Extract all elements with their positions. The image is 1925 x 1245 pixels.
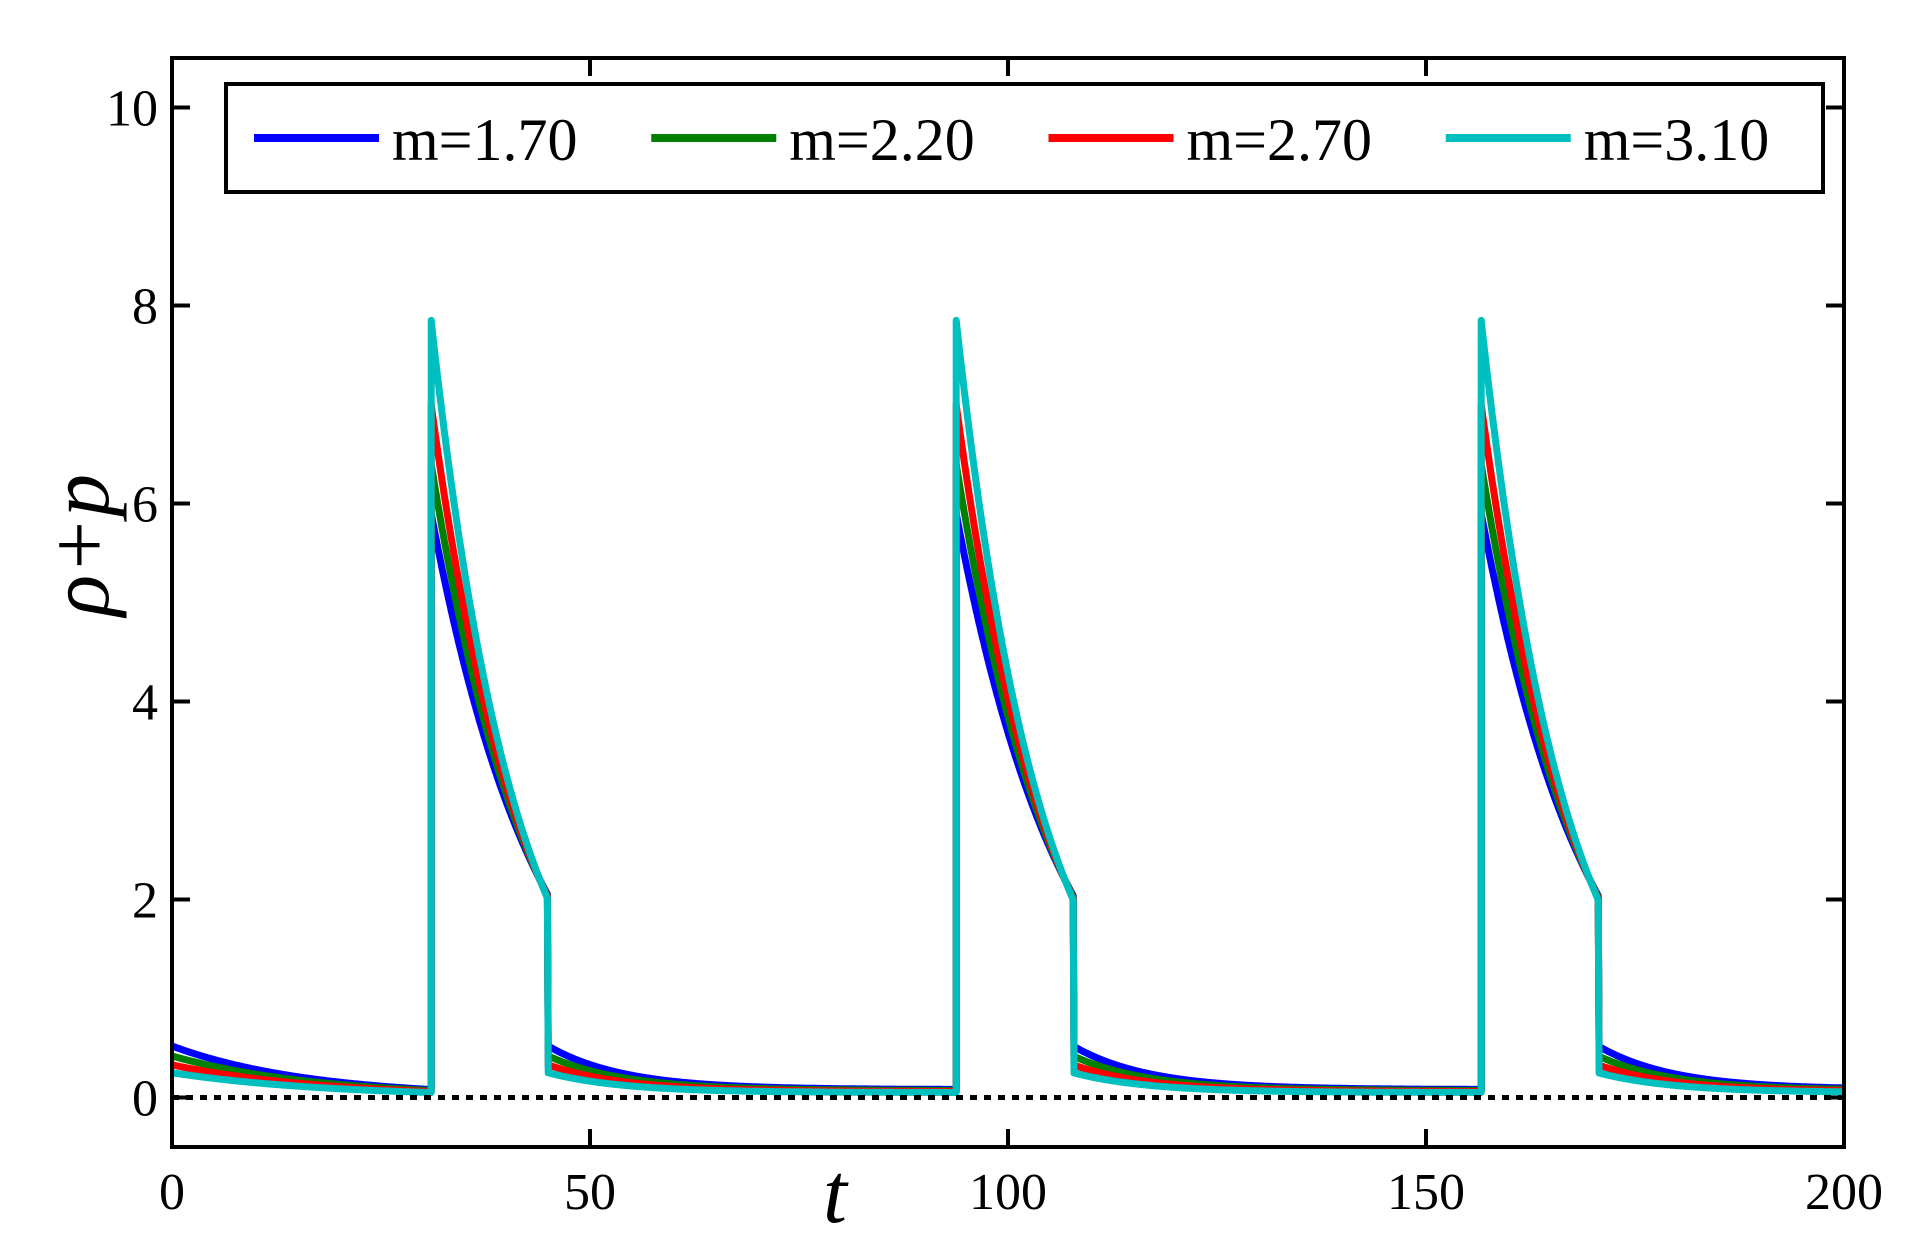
x-tick-label: 0 — [159, 1164, 185, 1221]
y-tick-label: 4 — [132, 675, 158, 732]
series-layer — [169, 316, 1847, 1096]
ticks-layer: 0 50 100 150 200 0 2 4 6 8 10 — [106, 58, 1883, 1221]
x-tick-label: 50 — [564, 1164, 616, 1221]
y-tick-label: 0 — [132, 1071, 158, 1128]
legend-label-2: m=2.20 — [789, 107, 975, 173]
legend-label-4: m=3.10 — [1584, 107, 1770, 173]
y-axis-label: ρ+p — [31, 474, 127, 619]
legend-label-1: m=1.70 — [392, 107, 578, 173]
y-tick-label: 8 — [132, 279, 158, 336]
legend-label-3: m=2.70 — [1187, 107, 1373, 173]
y-tick-label: 10 — [106, 81, 158, 138]
y-tick-label: 6 — [132, 477, 158, 534]
series-line-3 — [169, 401, 1847, 1096]
x-tick-label: 200 — [1805, 1164, 1883, 1221]
x-axis-label: t — [823, 1145, 849, 1241]
legend: m=1.70 m=2.20 m=2.70 m=3.10 — [224, 82, 1825, 194]
series-line-4 — [169, 316, 1847, 1096]
series-line-2 — [169, 460, 1847, 1095]
plot-frame — [170, 56, 1846, 1149]
y-tick-label: 2 — [132, 873, 158, 930]
x-tick-label: 100 — [969, 1164, 1047, 1221]
x-tick-label: 150 — [1387, 1164, 1465, 1221]
series-line-1 — [169, 509, 1847, 1094]
